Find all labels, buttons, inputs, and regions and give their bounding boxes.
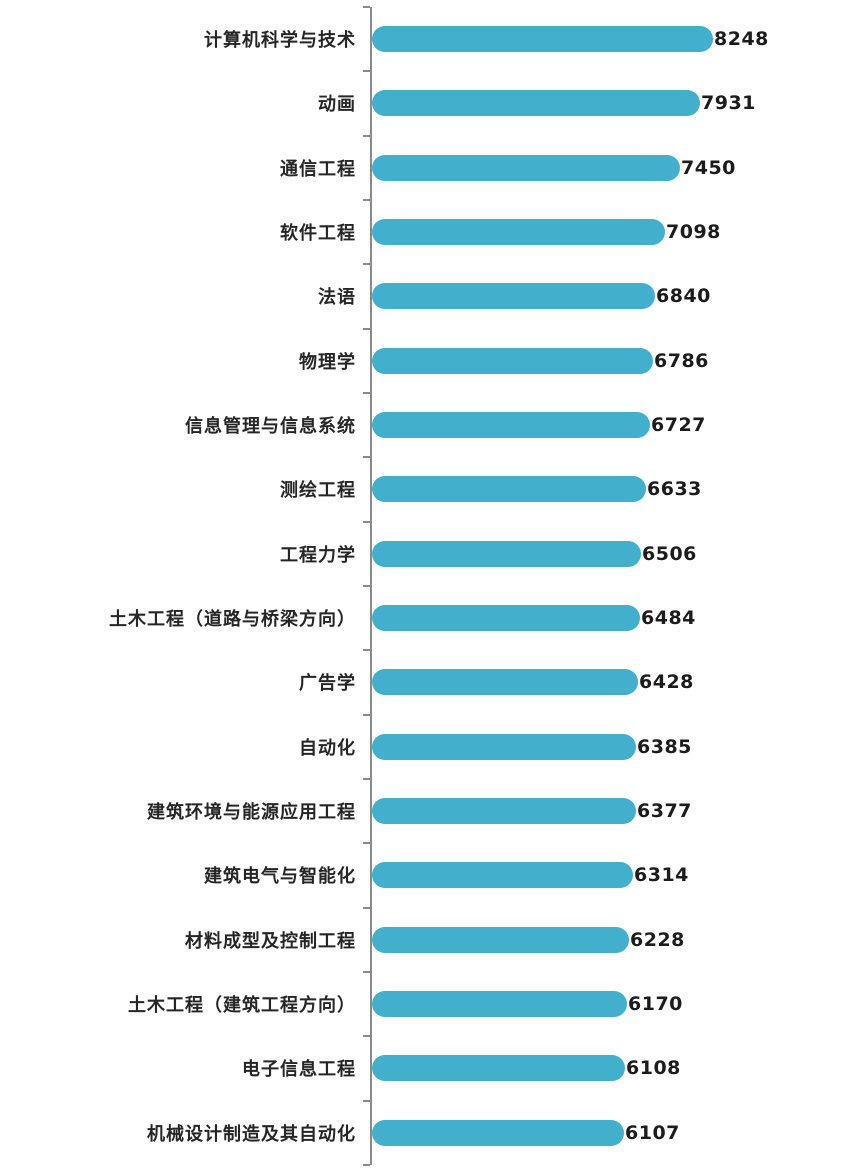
category-label: 土木工程（道路与桥梁方向） [109,609,356,631]
bar-row: 土木工程（道路与桥梁方向） 6484 [0,586,842,650]
value-label: 8248 [714,28,769,51]
value-label: 6108 [626,1057,681,1080]
bar [372,283,655,310]
bar [372,991,627,1018]
bar-row: 计算机科学与技术 8248 [0,7,842,71]
value-label: 7931 [701,92,756,115]
category-label: 软件工程 [280,223,356,245]
category-label: 广告学 [299,673,356,695]
category-label: 建筑电气与智能化 [204,866,356,888]
bar [372,412,650,439]
bar-row: 物理学 6786 [0,329,842,393]
bar-row: 工程力学 6506 [0,522,842,586]
bar [372,347,653,374]
bar-row: 通信工程 7450 [0,136,842,200]
bar-line: 6840 [372,283,711,310]
bar-row: 法语 6840 [0,264,842,328]
category-label: 材料成型及控制工程 [185,930,356,952]
bar-line: 6385 [372,733,692,760]
category-label: 建筑环境与能源应用工程 [147,802,356,824]
value-label: 6840 [656,285,711,308]
value-label: 6506 [642,542,697,565]
bar-rows: 计算机科学与技术 8248 动画 7931 通信工程 7450 软件工程 709… [0,7,842,1165]
bar-line: 7931 [372,90,756,117]
category-label: 土木工程（建筑工程方向） [128,995,356,1017]
bar-line: 6228 [372,926,685,953]
bar [372,733,636,760]
value-label: 6377 [637,800,692,823]
category-label: 法语 [318,287,356,309]
bar-line: 6428 [372,669,694,696]
y-axis-line [370,7,372,1165]
bar-line: 6727 [372,412,706,439]
category-label: 电子信息工程 [242,1059,356,1081]
category-label: 动画 [318,94,356,116]
category-label: 通信工程 [280,158,356,180]
value-label: 6228 [630,928,685,951]
bar [372,219,665,246]
bar-row: 电子信息工程 6108 [0,1036,842,1100]
category-label: 信息管理与信息系统 [185,416,356,438]
bar-line: 6108 [372,1055,681,1082]
bar-row: 材料成型及控制工程 6228 [0,908,842,972]
bar-row: 软件工程 7098 [0,200,842,264]
bar-line: 6484 [372,605,696,632]
category-label: 工程力学 [280,544,356,566]
value-label: 6107 [625,1121,680,1144]
value-label: 6314 [634,864,689,887]
bar-row: 测绘工程 6633 [0,457,842,521]
bar-line: 7098 [372,219,721,246]
bar-line: 6633 [372,476,702,503]
value-label: 6633 [647,478,702,501]
bar-line: 6314 [372,862,689,889]
bar-line: 6786 [372,347,709,374]
bar-row: 广告学 6428 [0,650,842,714]
bar [372,476,646,503]
bar-row: 机械设计制造及其自动化 6107 [0,1101,842,1165]
bar-line: 6506 [372,540,697,567]
bar-line: 6170 [372,991,683,1018]
bar-row: 动画 7931 [0,71,842,135]
bar-line: 7450 [372,154,736,181]
bar [372,26,713,53]
category-label: 计算机科学与技术 [204,30,356,52]
bar [372,669,638,696]
value-label: 6727 [651,414,706,437]
bar-row: 土木工程（建筑工程方向） 6170 [0,972,842,1036]
category-label: 物理学 [299,351,356,373]
bar [372,862,633,889]
value-label: 6385 [637,735,692,758]
bar [372,605,640,632]
bar [372,540,641,567]
bar [372,1055,625,1082]
bar [372,90,700,117]
bar-line: 6377 [372,798,692,825]
bar [372,926,629,953]
bar-row: 建筑环境与能源应用工程 6377 [0,779,842,843]
bar-chart: 计算机科学与技术 8248 动画 7931 通信工程 7450 软件工程 709… [0,6,842,1166]
value-label: 7098 [666,221,721,244]
category-label: 测绘工程 [280,480,356,502]
bar [372,798,636,825]
value-label: 6170 [628,993,683,1016]
bar [372,154,680,181]
bar-row: 建筑电气与智能化 6314 [0,843,842,907]
value-label: 7450 [681,156,736,179]
category-label: 机械设计制造及其自动化 [147,1123,356,1145]
bar [372,1119,624,1146]
bar-line: 6107 [372,1119,680,1146]
value-label: 6484 [641,607,696,630]
category-label: 自动化 [299,737,356,759]
bar-line: 8248 [372,26,769,53]
value-label: 6428 [639,671,694,694]
value-label: 6786 [654,349,709,372]
bar-row: 信息管理与信息系统 6727 [0,393,842,457]
bar-row: 自动化 6385 [0,715,842,779]
